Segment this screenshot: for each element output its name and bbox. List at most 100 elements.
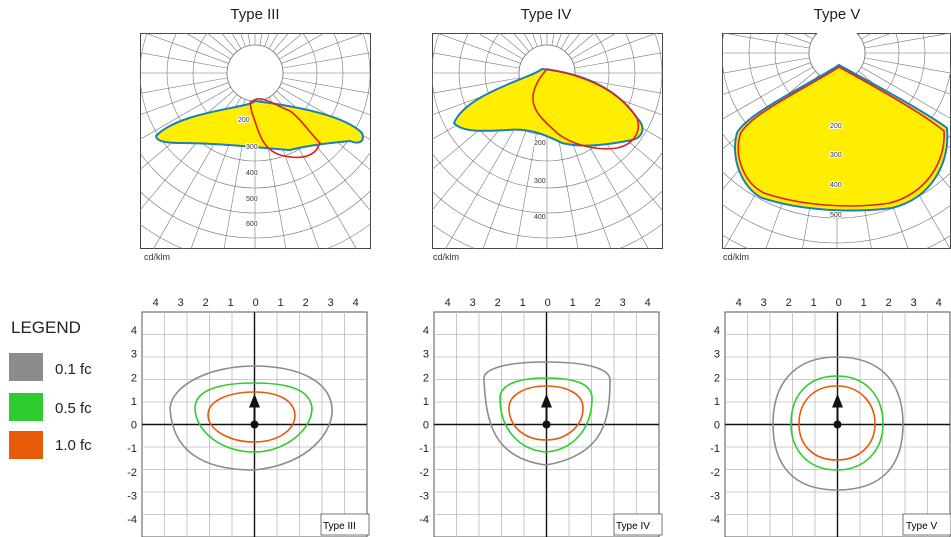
iso-x-tick: 2 bbox=[595, 297, 601, 309]
legend-swatch-0-1fc bbox=[9, 353, 43, 381]
iso-y-tick: -1 bbox=[710, 443, 720, 455]
iso-y-tick: 1 bbox=[714, 396, 720, 408]
panel-title-type-iv: Type IV bbox=[520, 6, 572, 23]
polar-spoke bbox=[556, 99, 612, 249]
iso-x-tick: 0 bbox=[836, 297, 842, 309]
polar-spoke bbox=[864, 33, 951, 49]
polar-tick: 300 bbox=[830, 152, 842, 159]
legend-title: LEGEND bbox=[11, 318, 81, 337]
iso-y-tick: 2 bbox=[423, 372, 429, 384]
iso-x-tick: 2 bbox=[886, 297, 892, 309]
iso-box-label: Type IV bbox=[616, 521, 650, 532]
iso-label-box bbox=[320, 513, 370, 536]
iso-contour-1-0fc bbox=[798, 385, 876, 461]
iso-y-tick: -1 bbox=[419, 443, 429, 455]
polar-spoke bbox=[281, 82, 371, 116]
polar-spoke bbox=[445, 97, 534, 249]
polar-spoke bbox=[861, 66, 951, 120]
polar-tick: 500 bbox=[830, 212, 842, 219]
iso-x-tick: 1 bbox=[861, 297, 867, 309]
polar-spoke bbox=[140, 77, 228, 94]
iso-x-tick: 4 bbox=[445, 297, 451, 309]
iso-plot-type-v: 4 3 2 1 0 1 2 3 4 4 3 2 1 0 -1 -2 -3 -4 Type V bbox=[710, 297, 951, 537]
luminaire-position-dot bbox=[833, 420, 842, 429]
iso-y-tick: 4 bbox=[423, 325, 429, 337]
polar-spoke bbox=[436, 33, 521, 64]
polar-outline-blue-type-iii bbox=[154, 99, 364, 152]
iso-plot-type-iv: 4 3 2 1 0 1 2 3 4 4 3 2 1 0 -1 -2 -3 -4 Type IV bbox=[419, 297, 663, 537]
polar-diagram-type-v: 200 300 400 500 bbox=[722, 33, 951, 249]
polar-diagram-type-iv: 200 300 400 bbox=[432, 33, 663, 249]
units-label-type-v: cd/klm bbox=[723, 252, 750, 262]
luminaire-position-dot bbox=[542, 420, 551, 429]
polar-spoke bbox=[551, 100, 579, 249]
polar-spoke bbox=[863, 62, 951, 95]
luminaire-position-dot bbox=[250, 420, 259, 429]
polar-outline-blue-type-v bbox=[734, 63, 949, 212]
polar-spoke bbox=[560, 97, 649, 249]
iso-y-tick: -4 bbox=[419, 514, 429, 526]
iso-y-tick: -2 bbox=[710, 467, 720, 479]
iso-x-tick: 4 bbox=[153, 297, 159, 309]
iso-x-tick: 2 bbox=[495, 297, 501, 309]
iso-contour-0-5fc bbox=[790, 375, 884, 471]
iso-y-tick: -1 bbox=[127, 443, 137, 455]
polar-spoke bbox=[268, 97, 357, 249]
iso-y-tick: 3 bbox=[423, 349, 429, 361]
polar-spoke bbox=[223, 100, 251, 249]
polar-outline-red-type-iv bbox=[532, 68, 639, 150]
iso-box-label: Type III bbox=[323, 521, 356, 532]
polar-diagram-type-iii: 200 300 400 500 600 bbox=[140, 33, 371, 249]
iso-y-tick: -4 bbox=[127, 514, 137, 526]
iso-contour-0-1fc bbox=[483, 361, 611, 466]
iso-x-tick: 1 bbox=[570, 297, 576, 309]
polar-spoke bbox=[722, 57, 810, 74]
iso-contour-0-5fc bbox=[499, 377, 593, 453]
iso-y-tick: -3 bbox=[710, 490, 720, 502]
iso-y-tick: 2 bbox=[714, 372, 720, 384]
polar-tick: 600 bbox=[246, 221, 258, 228]
polar-spoke bbox=[573, 82, 663, 116]
polar-tick: 300 bbox=[534, 178, 546, 185]
polar-spoke bbox=[281, 33, 366, 64]
iso-x-tick: 4 bbox=[936, 297, 942, 309]
iso-x-tick: 1 bbox=[228, 297, 234, 309]
iso-y-tick: -2 bbox=[127, 467, 137, 479]
iso-x-tick: 1 bbox=[520, 297, 526, 309]
polar-spoke bbox=[432, 52, 520, 69]
legend-swatch-1-0fc bbox=[9, 431, 43, 459]
polar-spoke bbox=[573, 33, 658, 64]
polar-outline-blue-type-iv bbox=[452, 67, 644, 147]
polar-spoke bbox=[722, 66, 813, 120]
legend-swatch-0-5fc bbox=[9, 393, 43, 421]
polar-spoke bbox=[432, 77, 520, 94]
iso-x-tick: 3 bbox=[328, 297, 334, 309]
iso-x-tick: 1 bbox=[278, 297, 284, 309]
polar-spoke bbox=[264, 99, 320, 249]
polar-tick: 200 bbox=[534, 140, 546, 147]
iso-y-tick: -3 bbox=[419, 490, 429, 502]
iso-x-tick: 0 bbox=[545, 297, 551, 309]
polar-spoke bbox=[574, 52, 663, 69]
polar-outline-red-type-iii bbox=[249, 98, 321, 159]
legend-label-1-0fc: 1.0 fc bbox=[55, 437, 92, 454]
polar-spoke bbox=[140, 82, 229, 116]
iso-x-tick: 2 bbox=[203, 297, 209, 309]
iso-y-tick: -2 bbox=[419, 467, 429, 479]
legend-label-0-1fc: 0.1 fc bbox=[55, 361, 92, 378]
polar-hub bbox=[226, 44, 284, 102]
polar-spoke bbox=[722, 33, 810, 49]
polar-spoke bbox=[144, 33, 229, 64]
iso-contour-0-5fc bbox=[194, 382, 313, 453]
iso-x-tick: 3 bbox=[911, 297, 917, 309]
iso-x-tick: 3 bbox=[761, 297, 767, 309]
polar-tick: 400 bbox=[830, 182, 842, 189]
iso-y-tick: 1 bbox=[423, 396, 429, 408]
polar-spoke bbox=[140, 52, 228, 69]
polar-spoke bbox=[482, 99, 538, 249]
iso-y-tick: -4 bbox=[710, 514, 720, 526]
iso-grid: 4 3 2 1 0 1 2 3 4 4 3 2 1 0 -1 -2 -3 -4 bbox=[419, 297, 660, 537]
iso-grid: 4 3 2 1 0 1 2 3 4 4 3 2 1 0 -1 -2 -3 -4 bbox=[710, 297, 951, 537]
iso-x-tick: 0 bbox=[253, 297, 259, 309]
polar-tick: 400 bbox=[534, 214, 546, 221]
